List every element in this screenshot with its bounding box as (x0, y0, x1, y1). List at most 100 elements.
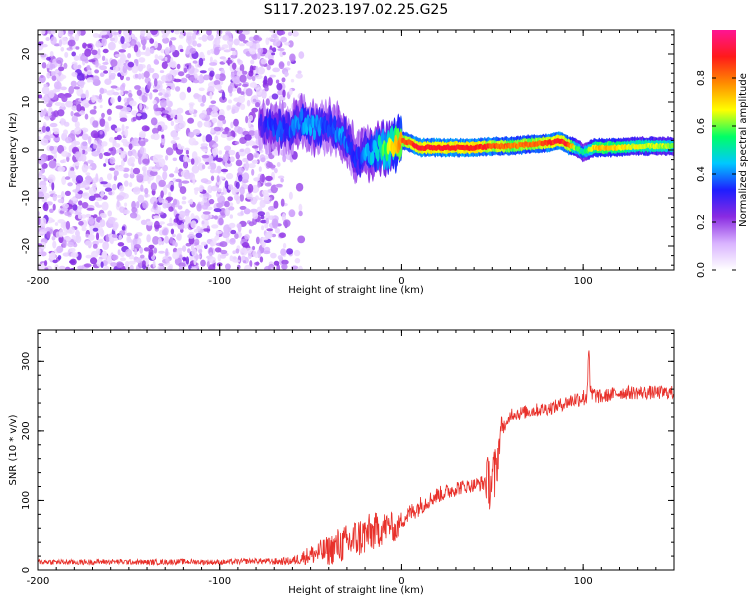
noise-blob (85, 213, 92, 218)
noise-blob (117, 242, 125, 247)
noise-blob (164, 56, 168, 62)
noise-blob (65, 220, 71, 230)
noise-blob (97, 238, 104, 244)
noise-blob (189, 47, 197, 54)
noise-blob (162, 203, 168, 209)
noise-blob (99, 87, 105, 95)
noise-blob (140, 219, 147, 225)
noise-blob (172, 251, 180, 260)
noise-blob (188, 107, 195, 114)
noise-blob (230, 54, 238, 59)
noise-blob (144, 50, 151, 57)
noise-blob (213, 169, 219, 173)
noise-blob (66, 155, 70, 162)
noise-blob (85, 254, 93, 259)
noise-blob (128, 156, 136, 164)
noise-blob (146, 234, 151, 243)
noise-blob (119, 185, 125, 192)
noise-blob (226, 172, 234, 180)
noise-blob (52, 203, 56, 211)
noise-blob (179, 186, 187, 195)
noise-blob (189, 104, 194, 109)
noise-blob (148, 244, 155, 249)
snr-y-ticks: 0 100 200 300 (21, 332, 674, 573)
noise-blob (220, 168, 229, 173)
noise-blob (60, 86, 67, 91)
noise-blob (130, 140, 138, 145)
noise-blob (237, 58, 241, 64)
noise-blob (257, 47, 264, 54)
noise-blob (40, 30, 46, 35)
noise-blob (265, 98, 270, 106)
noise-blob (277, 255, 283, 260)
noise-blob (201, 154, 210, 159)
noise-blob (153, 201, 157, 209)
noise-blob (118, 49, 126, 53)
noise-blob (159, 70, 165, 74)
noise-blob (94, 69, 99, 74)
noise-blob (257, 37, 263, 41)
noise-blob (284, 71, 289, 78)
noise-blob (46, 103, 53, 108)
noise-blob (236, 223, 242, 229)
noise-blob (167, 265, 173, 270)
noise-blob (292, 31, 299, 37)
colorbar-tick-label: 0.0 (696, 262, 707, 278)
noise-blob (87, 44, 93, 49)
noise-blob (128, 260, 136, 265)
noise-blob (138, 156, 143, 165)
noise-blob (201, 94, 207, 104)
noise-blob (153, 78, 158, 87)
noise-blob (162, 186, 168, 196)
noise-blob (157, 124, 162, 132)
noise-blob (259, 199, 266, 208)
noise-blob (129, 100, 137, 107)
noise-blob (180, 77, 188, 84)
noise-blob (86, 79, 91, 83)
noise-blob (148, 67, 155, 73)
noise-blob (288, 88, 293, 96)
noise-blob (264, 265, 272, 270)
noise-blob (230, 72, 235, 80)
noise-blob (88, 135, 92, 145)
noise-blob (216, 175, 220, 183)
noise-blob (271, 52, 276, 56)
noise-blob (190, 244, 195, 251)
noise-blob (181, 200, 187, 205)
noise-blob (159, 99, 168, 108)
noise-blob (281, 263, 288, 270)
noise-blob (72, 105, 77, 111)
noise-blob (64, 176, 71, 180)
noise-blob (103, 265, 110, 270)
noise-blob (274, 227, 281, 234)
noise-blob (66, 237, 72, 241)
noise-blob (240, 103, 246, 111)
noise-blob (193, 258, 197, 266)
noise-blob (223, 227, 229, 234)
noise-blob (70, 252, 79, 258)
noise-blob (148, 248, 154, 257)
noise-blob (115, 105, 124, 110)
noise-blob (84, 113, 89, 120)
noise-blob (49, 145, 54, 151)
noise-blob (169, 236, 174, 244)
noise-blob (235, 30, 243, 34)
noise-blob (224, 207, 231, 217)
noise-blob (218, 73, 226, 82)
noise-blob (80, 93, 87, 99)
noise-blob (108, 41, 116, 51)
noise-blob (65, 100, 74, 108)
noise-blob (185, 256, 190, 265)
noise-blob (275, 183, 283, 188)
noise-blob (253, 152, 260, 159)
noise-blob (168, 192, 172, 197)
noise-blob (48, 107, 53, 114)
noise-blob (127, 61, 135, 68)
x-tick-label: -200 (27, 576, 50, 587)
noise-blob (263, 250, 271, 255)
noise-blob (224, 162, 229, 168)
noise-blob (254, 74, 263, 80)
noise-blob (245, 88, 253, 97)
noise-blob (107, 216, 116, 224)
noise-blob (99, 65, 107, 71)
